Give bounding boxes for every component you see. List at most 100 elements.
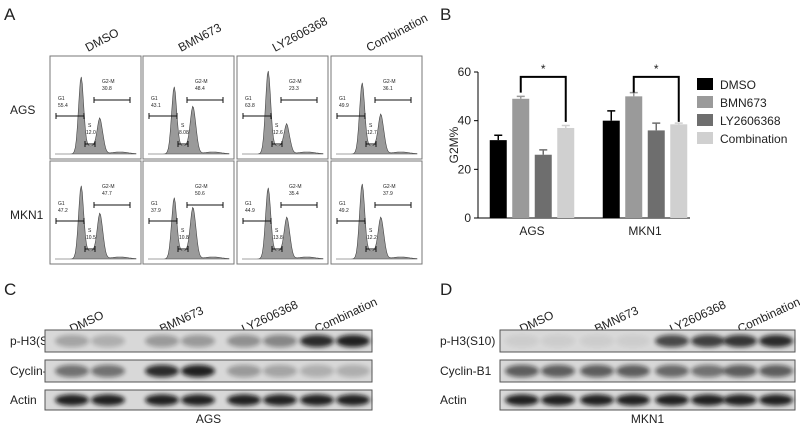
significance-bracket (519, 75, 567, 122)
significance-star: * (541, 62, 546, 76)
gate-label: G2-M (383, 184, 396, 190)
blot-band (263, 334, 297, 348)
column-label: Combination (364, 11, 430, 55)
bar (489, 140, 507, 218)
bar (625, 96, 643, 218)
row-label: p-H3(S10) (440, 334, 495, 348)
gate-value: 37.9 (383, 191, 393, 197)
gate-value: 47.7 (102, 191, 112, 197)
blot-band (336, 364, 370, 378)
gate-label: S (369, 123, 373, 129)
blot-band (263, 364, 297, 378)
blot-band (263, 394, 297, 406)
row-label: Actin (440, 393, 467, 407)
gate-label: G1 (339, 96, 346, 102)
gate-value: 49.9 (339, 103, 349, 109)
blot-band (723, 334, 757, 348)
gate-label: G1 (151, 201, 158, 207)
blot-band (759, 394, 793, 406)
histogram (242, 70, 324, 155)
error-bar (494, 134, 503, 141)
gate-label: G1 (339, 201, 346, 207)
blot-band (759, 334, 793, 348)
gate-value: 49.2 (339, 208, 349, 214)
gate-value: 48.4 (195, 86, 205, 92)
blot-band (655, 334, 689, 348)
gate-value: 44.9 (245, 208, 255, 214)
blot-band (336, 334, 370, 348)
blot-band (336, 394, 370, 406)
panel-label: D (440, 280, 452, 299)
panel-label: A (4, 5, 16, 24)
blot-band (655, 364, 689, 378)
blot-band (227, 394, 261, 406)
column-label: BMN673 (176, 20, 224, 54)
bar (670, 124, 688, 218)
legend-label: BMN673 (720, 96, 767, 110)
gate-label: G1 (58, 201, 65, 207)
y-axis-label: G2M% (447, 126, 461, 163)
cell-line-label: MKN1 (631, 412, 665, 426)
legend-swatch (697, 78, 713, 90)
blot-band (145, 364, 179, 378)
blot-band (91, 394, 125, 406)
gate-label: G2-M (195, 79, 208, 85)
gate-value: 35.4 (289, 191, 299, 197)
gate-label: S (181, 228, 185, 234)
error-bar (539, 149, 548, 155)
legend-label: DMSO (720, 78, 756, 92)
gate-value: 50.6 (195, 191, 205, 197)
gate-label: G2-M (102, 184, 115, 190)
legend-label: LY2606368 (720, 114, 781, 128)
blot-band (91, 364, 125, 378)
row-label: Actin (10, 393, 37, 407)
gate-value: 36.1 (383, 86, 393, 92)
y-tick-label: 40 (458, 114, 472, 128)
gate-value: 12.0 (86, 130, 96, 136)
row-label: AGS (10, 103, 35, 117)
bar (647, 130, 665, 218)
blot-band (723, 394, 757, 406)
cell-line-label: AGS (196, 412, 221, 426)
bar (602, 120, 620, 218)
legend-swatch (697, 132, 713, 144)
gate-value: 55.4 (58, 103, 68, 109)
blot-band (55, 334, 89, 348)
gate-label: G2-M (289, 79, 302, 85)
blot-band (300, 364, 334, 378)
error-bar (607, 110, 616, 121)
blot-band (55, 394, 89, 406)
column-label: DMSO (83, 25, 121, 54)
gate-label: G2-M (289, 184, 302, 190)
blot-band (541, 364, 575, 378)
gate-label: G2-M (102, 79, 115, 85)
y-tick-label: 20 (458, 162, 472, 176)
blot-band (227, 334, 261, 348)
gate-label: G1 (151, 96, 158, 102)
gate-label: S (88, 228, 92, 234)
gate-label: S (275, 228, 279, 234)
gate-value: 30.8 (102, 86, 112, 92)
gate-label: G1 (245, 201, 252, 207)
gate-value: 10.8 (179, 235, 189, 241)
blot-band (759, 364, 793, 378)
histogram (55, 185, 137, 260)
histogram (336, 183, 418, 260)
gate-value: 12.2 (367, 235, 377, 241)
blot-band (91, 334, 125, 348)
error-bar (629, 91, 638, 97)
blot-band (655, 394, 689, 406)
bar (512, 98, 530, 218)
blot-band (145, 394, 179, 406)
gate-label: G2-M (383, 79, 396, 85)
gate-value: 37.9 (151, 208, 161, 214)
error-bar (652, 122, 661, 131)
blot-band (300, 394, 334, 406)
blot-band (691, 334, 725, 348)
row-label: Cyclin-B1 (440, 364, 492, 378)
bar (557, 127, 575, 218)
blot-band (723, 364, 757, 378)
blot-band (505, 394, 539, 406)
column-label: LY2606368 (270, 14, 330, 55)
